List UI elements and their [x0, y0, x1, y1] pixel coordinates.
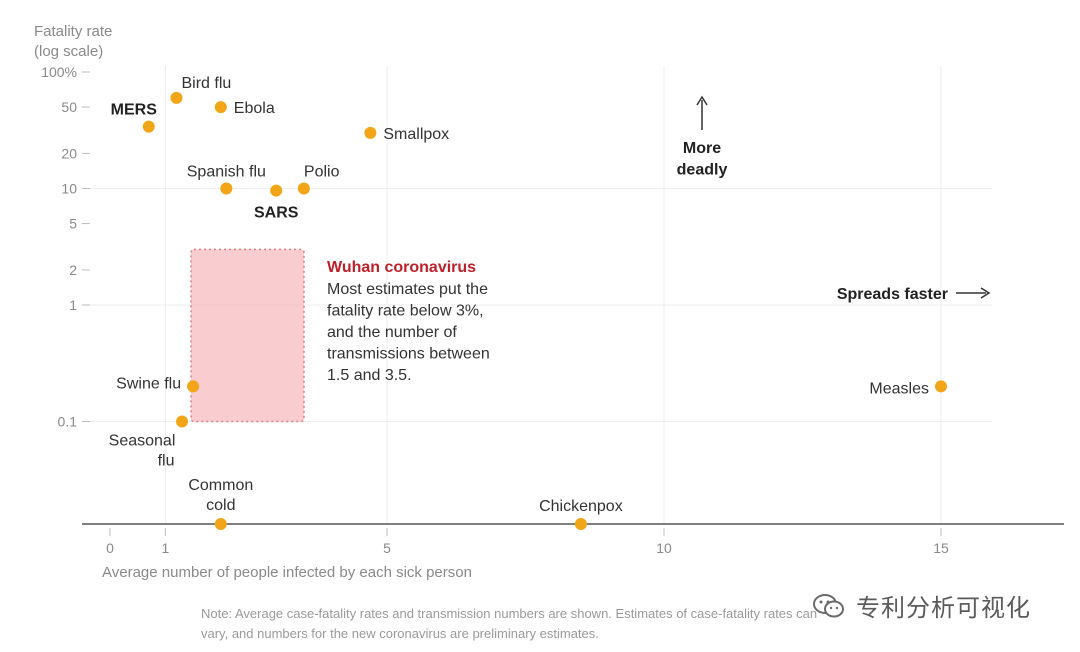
y-tick-label-1: 1 [69, 297, 77, 313]
axes: Fatality rate(log scale)100%5020105210.1… [34, 23, 1064, 581]
chart-note: Note: Average case-fatality rates and tr… [201, 604, 921, 644]
point-polio [297, 182, 310, 195]
more-deadly-arrow-head [696, 95, 708, 106]
note-line-1: Note: Average case-fatality rates and tr… [201, 606, 818, 621]
spreads-faster-label: Spreads faster [837, 286, 948, 303]
y-tick-label-50: 50 [61, 99, 77, 115]
point-label-swine-flu: Swine flu [116, 375, 181, 392]
point-label-seasonal-flu-line-1: Seasonal [109, 433, 176, 450]
data-points: Bird flu MERS Ebola Smallpox Spanish flu SARS… [109, 75, 947, 530]
point-label-mers: MERS [111, 102, 158, 119]
x-tick-label-15: 15 [933, 540, 949, 556]
more-deadly-label-line-1: More [683, 140, 721, 157]
wuhan-coronavirus-text-line-1: Most estimates put the [327, 281, 488, 298]
y-axis-title-line-1: Fatality rate [34, 23, 112, 40]
point-spanish-flu [220, 182, 233, 195]
wuhan-coronavirus-region: Wuhan coronavirus Most estimates put the f… [190, 248, 490, 423]
wuhan-coronavirus-text-line-5: 1.5 and 3.5. [327, 367, 412, 384]
x-axis-title: Average number of people infected by eac… [102, 564, 472, 581]
wuhan-coronavirus-box [190, 248, 305, 423]
point-label-seasonal-flu: Seasonal flu [109, 433, 176, 470]
point-label-common-cold-line-1: Common [188, 477, 253, 494]
wuhan-coronavirus-text-line-2: fatality rate below 3%, [327, 303, 484, 320]
point-label-common-cold: Common cold [188, 477, 253, 514]
spreads-faster-arrow-head [980, 287, 991, 299]
watermark-text: 专利分析可视化 [856, 595, 1031, 622]
y-axis-title-line-2: (log scale) [34, 43, 103, 60]
x-tick-label-1: 1 [162, 540, 170, 556]
x-tick-label-0: 0 [106, 540, 114, 556]
point-label-seasonal-flu-line-2: flu [158, 453, 175, 470]
point-label-polio: Polio [304, 164, 340, 181]
point-label-measles: Measles [869, 380, 929, 397]
y-tick-label-100: 100% [41, 64, 77, 80]
note-line-2: vary, and numbers for the new coronaviru… [201, 626, 599, 641]
point-measles [935, 380, 947, 393]
point-label-ebola: Ebola [234, 100, 275, 117]
point-common-cold [214, 518, 227, 530]
point-label-bird-flu: Bird flu [181, 75, 231, 92]
y-tick-label-20: 20 [61, 145, 77, 161]
point-label-sars: SARS [254, 205, 299, 222]
point-sars [270, 184, 283, 197]
point-ebola [214, 101, 227, 114]
x-tick-label-10: 10 [656, 540, 672, 556]
y-tick-label-0-1: 0.1 [58, 414, 78, 430]
y-tick-label-5: 5 [69, 216, 77, 232]
point-mers [142, 120, 155, 133]
point-label-common-cold-line-2: cold [206, 497, 235, 514]
x-tick-label-5: 5 [383, 540, 391, 556]
wechat-icon [813, 593, 844, 617]
point-seasonal-flu [176, 415, 189, 428]
point-smallpox [364, 126, 377, 139]
wuhan-coronavirus-text-line-3: and the number of [327, 324, 457, 341]
point-chickenpox [574, 518, 587, 530]
wuhan-coronavirus-title: Wuhan coronavirus [327, 259, 476, 276]
y-tick-label-2: 2 [69, 262, 77, 278]
wuhan-coronavirus-text-line-4: transmissions between [327, 346, 490, 363]
more-deadly-label-line-2: deadly [677, 162, 728, 179]
watermark: 专利分析可视化 [812, 588, 1031, 623]
fatality-vs-transmission-chart: Fatality rate(log scale)100%5020105210.1… [34, 23, 1064, 581]
point-label-spanish-flu: Spanish flu [187, 164, 266, 181]
point-label-chickenpox: Chickenpox [539, 498, 623, 515]
annotations: More deadly Spreads faster [677, 95, 991, 303]
point-label-smallpox: Smallpox [383, 126, 449, 143]
point-bird-flu [170, 91, 183, 104]
point-swine-flu [187, 380, 200, 393]
y-tick-label-10: 10 [61, 181, 77, 197]
